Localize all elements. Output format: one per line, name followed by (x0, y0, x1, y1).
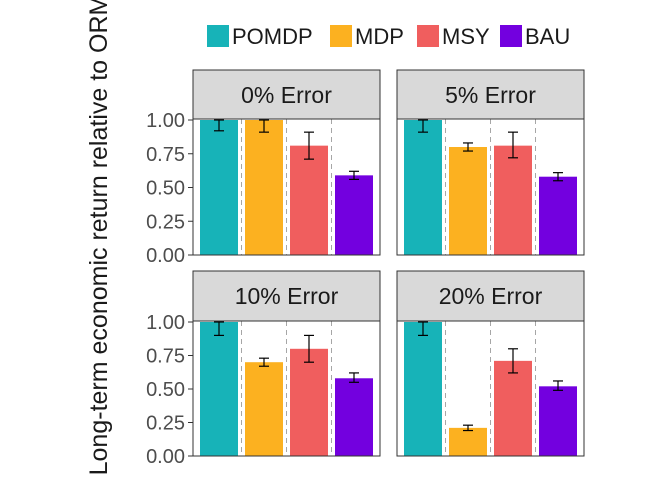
error-bar (214, 119, 224, 132)
bar-pomdp (404, 322, 442, 456)
legend-label: POMDP (232, 24, 313, 49)
y-tick-label: 1.00 (146, 110, 185, 132)
facet-title: 5% Error (445, 82, 536, 108)
legend-label: BAU (525, 24, 570, 49)
legend: POMDP MDP MSY BAU (207, 24, 570, 49)
panel-20pct-error: 20% Error (396, 270, 585, 457)
panel-10pct-error: 10% Error 0.00 0.25 0.50 0.75 1.00 (146, 270, 381, 468)
bar-pomdp (404, 120, 442, 255)
legend-item-msy: MSY (417, 24, 490, 49)
facet-title: 10% Error (235, 283, 339, 309)
panel-border (396, 118, 585, 256)
legend-item-pomdp: POMDP (207, 24, 313, 49)
error-bar (553, 380, 563, 391)
bar-mdp (449, 147, 487, 255)
error-bar (304, 334, 314, 363)
facet-title: 0% Error (241, 82, 332, 108)
legend-swatch (207, 25, 229, 47)
facet-strip (192, 69, 381, 120)
error-bar (349, 372, 359, 383)
bar-bau (335, 175, 373, 255)
bar-msy (494, 360, 532, 456)
legend-item-bau: BAU (500, 24, 570, 49)
error-bar (259, 119, 269, 133)
y-tick-label: 0.25 (146, 413, 185, 435)
legend-label: MDP (355, 24, 404, 49)
panel-5pct-error: 5% Error (396, 69, 585, 256)
error-bar (418, 321, 428, 336)
y-tick-label: 0.75 (146, 346, 185, 368)
error-bar (463, 424, 473, 432)
facet-strip (192, 270, 381, 322)
bar-mdp (245, 120, 283, 255)
legend-swatch (500, 25, 522, 47)
bar-pomdp (200, 120, 238, 255)
error-bar (463, 142, 473, 152)
y-tick-label: 0.75 (146, 144, 185, 166)
facet-strip (396, 69, 585, 120)
bar-pomdp (200, 322, 238, 456)
legend-swatch (330, 25, 352, 47)
bar-msy (290, 145, 328, 255)
panel-0pct-error: 0% Error 0.00 0.25 0.50 0.75 1.00 (146, 69, 381, 267)
y-tick-label: 1.00 (146, 312, 185, 334)
facet-panels: 0% Error 0.00 0.25 0.50 0.75 1.00 5% Error 10% … (146, 69, 585, 468)
bar-bau (335, 378, 373, 456)
bar-mdp (449, 427, 487, 456)
bar-bau (539, 386, 577, 456)
bar-bau (539, 176, 577, 255)
y-tick-label: 0.50 (146, 178, 185, 200)
legend-label: MSY (442, 24, 490, 49)
facet-title: 20% Error (439, 283, 543, 309)
error-bar (349, 170, 359, 180)
legend-item-mdp: MDP (330, 24, 404, 49)
error-bar (508, 348, 518, 374)
y-axis-label: Long-term economic return relative to OR… (85, 0, 113, 475)
y-tick-label: 0.00 (146, 245, 185, 267)
y-axis-label-group: Long-term economic return relative to OR… (85, 0, 113, 475)
error-bar (259, 357, 269, 367)
bar-msy (290, 348, 328, 456)
bar-mdp (245, 362, 283, 456)
error-bar (304, 131, 314, 160)
bar-msy (494, 145, 532, 255)
facet-strip (396, 270, 585, 322)
error-bar (508, 131, 518, 159)
error-bar (553, 172, 563, 182)
y-tick-label: 0.25 (146, 211, 185, 233)
y-tick-label: 0.50 (146, 379, 185, 401)
error-bar (214, 321, 224, 336)
panel-border (396, 320, 585, 457)
error-bar (418, 119, 428, 133)
legend-swatch (417, 25, 439, 47)
y-tick-label: 0.00 (146, 446, 185, 468)
